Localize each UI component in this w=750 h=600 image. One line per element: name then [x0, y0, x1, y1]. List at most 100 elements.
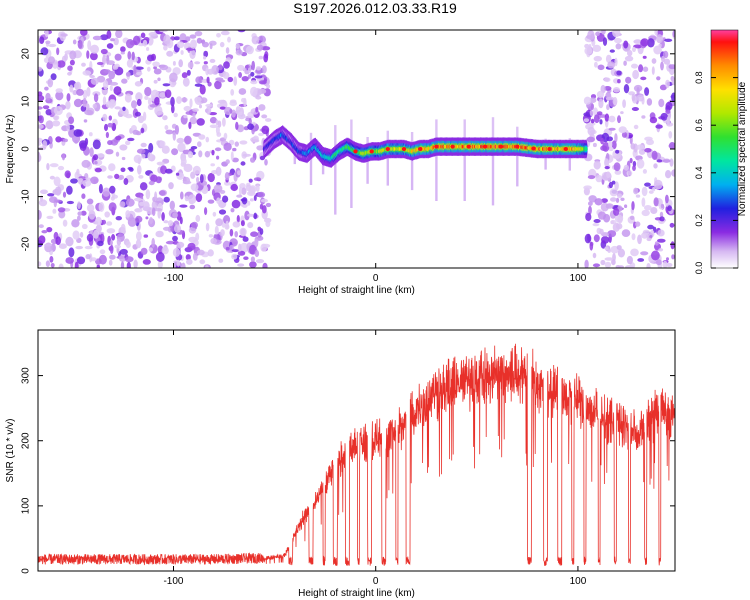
noise-blob — [629, 215, 635, 220]
noise-blob — [55, 91, 64, 101]
noise-blob — [140, 142, 147, 148]
noise-blob — [197, 141, 202, 148]
noise-blob — [96, 61, 104, 66]
noise-blob — [196, 249, 205, 256]
noise-blob — [668, 142, 675, 150]
noise-blob — [182, 180, 192, 185]
noise-blob — [583, 96, 592, 105]
noise-blob — [620, 197, 625, 201]
noise-blob — [115, 135, 122, 141]
snr-plot — [38, 343, 675, 567]
noise-blob — [50, 263, 55, 268]
noise-blob — [615, 265, 621, 268]
noise-blob — [257, 88, 267, 95]
noise-blob — [185, 111, 193, 115]
noise-blob — [240, 161, 246, 166]
noise-blob — [257, 226, 262, 232]
track-peak — [401, 147, 407, 151]
noise-blob — [126, 261, 131, 268]
noise-blob — [256, 145, 265, 151]
noise-blob — [67, 65, 73, 71]
noise-blob — [608, 140, 613, 148]
noise-blob — [183, 105, 192, 112]
noise-blob — [82, 70, 92, 76]
noise-blob — [92, 154, 99, 161]
noise-blob — [633, 39, 642, 44]
noise-blob — [617, 193, 623, 199]
noise-blob — [47, 78, 54, 88]
noise-blob — [666, 257, 669, 261]
noise-blob — [124, 256, 134, 263]
noise-blob — [72, 230, 80, 240]
x-tick-label: -100 — [163, 273, 183, 284]
noise-blob — [102, 113, 108, 122]
noise-blob — [58, 263, 64, 268]
noise-blob — [165, 240, 175, 245]
y-tick-label: -10 — [21, 189, 32, 204]
noise-blob — [669, 158, 674, 167]
y-tick-label: 100 — [21, 497, 32, 514]
noise-blob — [250, 86, 258, 97]
noise-blob — [633, 44, 642, 49]
noise-blob — [202, 41, 209, 48]
noise-blob — [119, 248, 128, 255]
noise-blob — [78, 140, 88, 149]
y-tick-label: 300 — [21, 367, 32, 384]
noise-blob — [179, 204, 188, 208]
noise-blob — [108, 202, 117, 212]
noise-blob — [68, 116, 75, 124]
noise-blob — [592, 223, 600, 227]
vertical-streak — [410, 151, 414, 191]
noise-blob — [38, 152, 41, 162]
noise-blob — [188, 199, 194, 205]
noise-blob — [263, 53, 269, 63]
noise-blob — [653, 163, 658, 169]
noise-blob — [652, 187, 656, 192]
noise-blob — [646, 263, 651, 268]
noise-blob — [125, 113, 133, 119]
noise-blob — [607, 61, 616, 69]
noise-blob — [229, 228, 234, 237]
noise-blob — [106, 30, 112, 39]
noise-blob — [108, 259, 113, 266]
noise-blob — [265, 202, 272, 208]
noise-blob — [135, 208, 140, 213]
noise-blob — [627, 49, 633, 57]
noise-blob — [212, 211, 217, 217]
noise-blob — [76, 168, 80, 176]
x-tick-label: 0 — [373, 576, 379, 587]
noise-blob — [241, 197, 248, 205]
noise-blob — [670, 241, 675, 250]
noise-blob — [153, 79, 158, 84]
y-axis-label: SNR (10 * v/v) — [5, 419, 16, 483]
noise-blob — [108, 70, 116, 80]
noise-blob — [90, 44, 99, 54]
figure-title: S197.2026.012.03.33.R19 — [293, 0, 457, 16]
noise-blob — [209, 116, 217, 124]
noise-blob — [99, 249, 106, 255]
noise-blob — [53, 115, 60, 121]
noise-blob — [96, 264, 100, 268]
noise-blob — [196, 176, 200, 184]
noise-blob — [250, 256, 255, 262]
noise-blob — [615, 149, 620, 154]
noise-blob — [136, 98, 142, 107]
noise-blob — [176, 137, 185, 144]
noise-blob — [636, 144, 645, 150]
noise-blob — [636, 86, 640, 97]
noise-blob — [133, 197, 142, 202]
noise-blob — [610, 220, 614, 225]
noise-blob — [254, 249, 260, 258]
colorbar-tick-label: 0.8 — [694, 71, 704, 84]
noise-blob — [607, 248, 611, 253]
noise-blob — [145, 189, 151, 200]
noise-blob — [233, 76, 238, 86]
noise-blob — [105, 101, 112, 108]
noise-blob — [157, 77, 161, 82]
noise-blob — [668, 64, 675, 70]
noise-blob — [630, 248, 639, 257]
noise-blob — [85, 254, 91, 260]
noise-blob — [239, 186, 242, 196]
noise-blob — [77, 215, 81, 221]
